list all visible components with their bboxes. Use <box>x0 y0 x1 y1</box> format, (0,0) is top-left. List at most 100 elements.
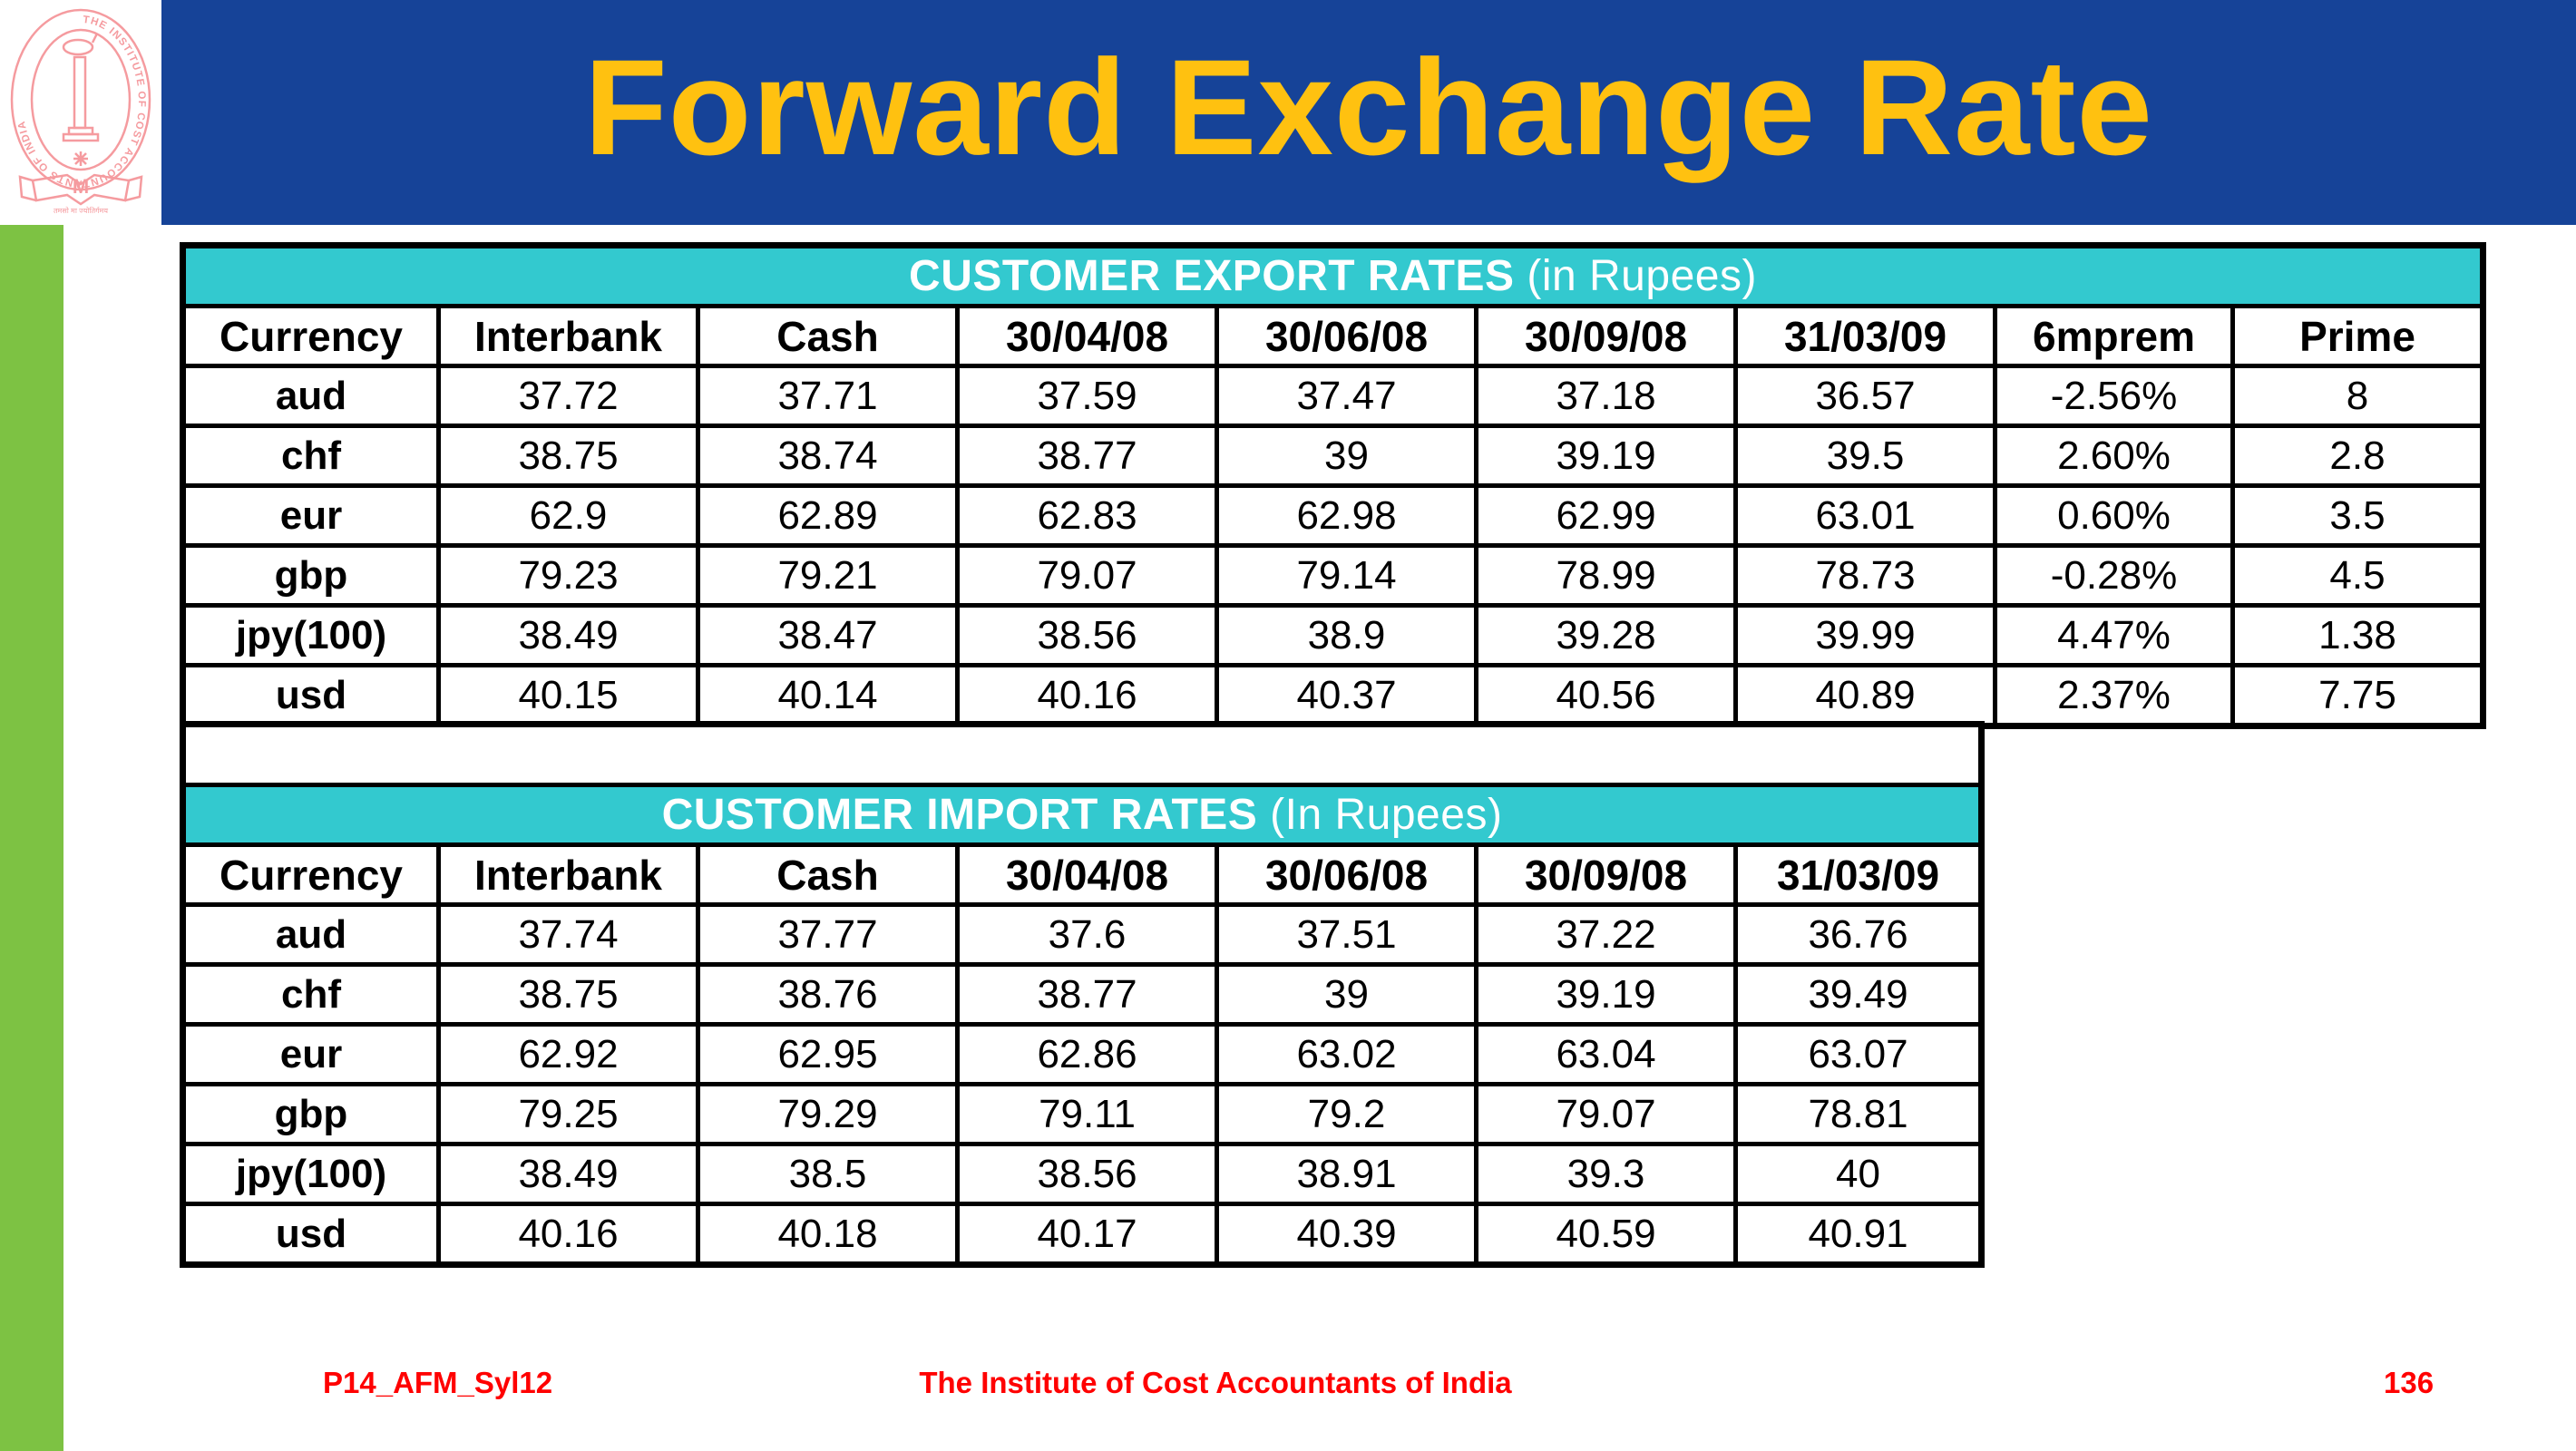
rate-cell: 40.16 <box>436 1202 700 1267</box>
green-stripe <box>0 225 63 1451</box>
table-row: aud 37.74 37.77 37.6 37.51 37.22 36.76 <box>181 902 1984 967</box>
rate-cell: 2.37% <box>1993 663 2235 728</box>
rate-cell: 78.99 <box>1474 543 1738 608</box>
rate-cell: 38.56 <box>955 603 1219 667</box>
title-band: Forward Exchange Rate <box>161 0 2576 225</box>
column-header: Interbank <box>436 842 700 907</box>
table-row: eur 62.92 62.95 62.86 63.02 63.04 63.07 <box>181 1022 1984 1086</box>
rate-cell: -0.28% <box>1993 543 2235 608</box>
rate-cell: -2.56% <box>1993 364 2235 428</box>
rate-cell: 39.19 <box>1474 962 1738 1027</box>
rate-cell: 4.47% <box>1993 603 2235 667</box>
rate-cell: 39 <box>1215 424 1478 488</box>
logo-monogram: M <box>73 175 89 198</box>
rate-cell: 37.74 <box>436 902 700 967</box>
rate-cell: 38.75 <box>436 424 700 488</box>
rate-cell: 0.60% <box>1993 483 2235 548</box>
institute-logo: THE INSTITUTE OF COST ACCOUNTANTS OF IND… <box>7 6 154 215</box>
rate-cell: 38.9 <box>1215 603 1478 667</box>
rate-cell: 62.89 <box>696 483 960 548</box>
rate-cell: 37.71 <box>696 364 960 428</box>
rate-cell: 39 <box>1215 962 1478 1027</box>
table-caption-row: CUSTOMER EXPORT RATES (in Rupees) <box>181 243 2485 308</box>
footer-page-number: 136 <box>2384 1366 2435 1399</box>
rate-cell: 38.47 <box>696 603 960 667</box>
rate-cell: 3.5 <box>2230 483 2485 548</box>
table-row: chf 38.75 38.74 38.77 39 39.19 39.5 2.60% 2.8 <box>181 424 2485 488</box>
currency-cell: aud <box>181 902 441 967</box>
rate-cell: 37.59 <box>955 364 1219 428</box>
rate-cell: 62.83 <box>955 483 1219 548</box>
table-row: chf 38.75 38.76 38.77 39 39.19 39.49 <box>181 962 1984 1027</box>
rate-cell: 7.75 <box>2230 663 2485 728</box>
rate-cell: 2.8 <box>2230 424 2485 488</box>
currency-cell: chf <box>181 424 441 488</box>
table-caption-row: CUSTOMER IMPORT RATES (In Rupees) <box>181 783 1984 847</box>
rate-cell: 40.18 <box>696 1202 960 1267</box>
table-row: usd 40.16 40.18 40.17 40.39 40.59 40.91 <box>181 1202 1984 1267</box>
rate-cell: 79.23 <box>436 543 700 608</box>
column-header: 6mprem <box>1993 304 2235 368</box>
rate-cell: 62.86 <box>955 1022 1219 1086</box>
rate-cell: 4.5 <box>2230 543 2485 608</box>
rate-cell: 78.73 <box>1733 543 1997 608</box>
rate-cell: 39.28 <box>1474 603 1738 667</box>
import-rates-table: CUSTOMER IMPORT RATES (In Rupees) Currenc… <box>180 721 1985 1268</box>
currency-cell: jpy(100) <box>181 603 441 667</box>
header-row: Currency Interbank Cash 30/04/08 30/06/08 30/… <box>181 842 1984 907</box>
caption-main: CUSTOMER IMPORT RATES <box>661 791 1258 839</box>
rate-cell: 79.14 <box>1215 543 1478 608</box>
rate-cell: 79.07 <box>1474 1082 1738 1146</box>
rate-cell: 79.29 <box>696 1082 960 1146</box>
column-header: 30/09/08 <box>1474 842 1738 907</box>
column-header: Cash <box>696 304 960 368</box>
rate-cell: 40.16 <box>955 663 1219 728</box>
caption-unit: (in Rupees) <box>1514 252 1757 300</box>
rate-cell: 62.9 <box>436 483 700 548</box>
rate-cell: 40.37 <box>1215 663 1478 728</box>
currency-cell: gbp <box>181 543 441 608</box>
currency-cell: aud <box>181 364 441 428</box>
rate-cell: 2.60% <box>1993 424 2235 488</box>
rate-cell: 38.76 <box>696 962 960 1027</box>
rate-cell: 39.3 <box>1474 1142 1738 1206</box>
rate-cell: 40.17 <box>955 1202 1219 1267</box>
currency-cell: gbp <box>181 1082 441 1146</box>
currency-cell: eur <box>181 1022 441 1086</box>
table-row: aud 37.72 37.71 37.59 37.47 37.18 36.57 -2.56% 8 <box>181 364 2485 428</box>
column-header: 30/04/08 <box>955 304 1219 368</box>
caption-unit: (In Rupees) <box>1257 791 1503 839</box>
rate-cell: 38.5 <box>696 1142 960 1206</box>
column-header: 31/03/09 <box>1733 304 1997 368</box>
rate-cell: 40.91 <box>1733 1202 1984 1267</box>
rate-cell: 40.39 <box>1215 1202 1478 1267</box>
currency-cell: chf <box>181 962 441 1027</box>
rate-cell: 63.07 <box>1733 1022 1984 1086</box>
rate-cell: 37.72 <box>436 364 700 428</box>
footer-course-code: P14_AFM_Syl12 <box>323 1366 553 1399</box>
spacer-cell <box>181 722 1984 787</box>
table-row: jpy(100) 38.49 38.5 38.56 38.91 39.3 40 <box>181 1142 1984 1206</box>
rate-cell: 37.51 <box>1215 902 1478 967</box>
export-rates-table: CUSTOMER EXPORT RATES (in Rupees) Currenc… <box>180 242 2486 729</box>
column-header: 31/03/09 <box>1733 842 1984 907</box>
rate-cell: 38.49 <box>436 603 700 667</box>
column-header: Prime <box>2230 304 2485 368</box>
rate-cell: 38.91 <box>1215 1142 1478 1206</box>
rate-cell: 79.2 <box>1215 1082 1478 1146</box>
spacer-row <box>181 722 1984 787</box>
currency-cell: usd <box>181 1202 441 1267</box>
column-header: 30/06/08 <box>1215 842 1478 907</box>
footer-institute-name: The Institute of Cost Accountants of Ind… <box>919 1366 1512 1399</box>
table-row: eur 62.9 62.89 62.83 62.98 62.99 63.01 0.60% 3.5 <box>181 483 2485 548</box>
rate-cell: 79.11 <box>955 1082 1219 1146</box>
rate-cell: 37.77 <box>696 902 960 967</box>
column-header: Currency <box>181 304 441 368</box>
rate-cell: 79.25 <box>436 1082 700 1146</box>
rate-cell: 38.49 <box>436 1142 700 1206</box>
rate-cell: 38.75 <box>436 962 700 1027</box>
currency-cell: jpy(100) <box>181 1142 441 1206</box>
currency-cell: usd <box>181 663 441 728</box>
rate-cell: 63.02 <box>1215 1022 1478 1086</box>
rate-cell: 39.99 <box>1733 603 1997 667</box>
